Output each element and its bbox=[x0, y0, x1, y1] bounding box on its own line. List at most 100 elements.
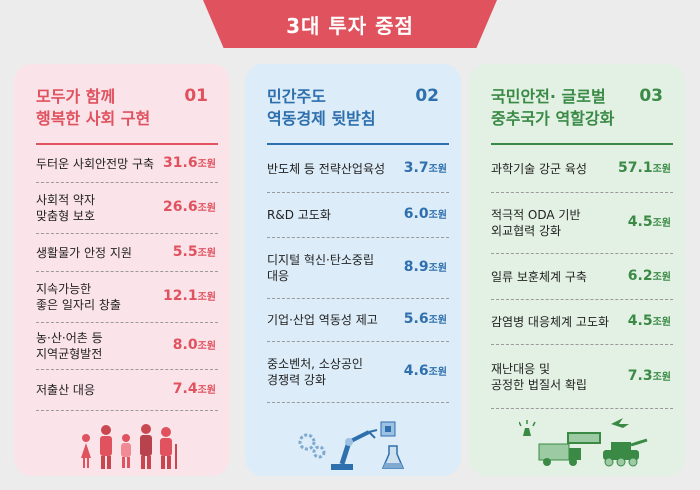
list-item: 농·산·어촌 등 지역균형발전 8.0조원 bbox=[36, 323, 218, 370]
list-item: 반도체 등 전략산업육성 3.7조원 bbox=[267, 145, 449, 193]
amount-value: 7.4 bbox=[172, 381, 198, 397]
military-vehicles-icon bbox=[519, 418, 648, 467]
amount-unit: 조원 bbox=[197, 158, 216, 170]
amount-unit: 조원 bbox=[197, 247, 216, 259]
investment-card-economy: 민간주도 역동경제 뒷받침 02 반도체 등 전략산업육성 3.7조원 R&D … bbox=[245, 64, 461, 476]
item-label: 일류 보훈체계 구축 bbox=[491, 269, 587, 284]
investment-card-social: 모두가 함께 행복한 사회 구현 01 두터운 사회안전망 구축 31.6조원 … bbox=[14, 64, 230, 476]
amount-unit: 조원 bbox=[197, 341, 216, 352]
card-title-line2: 역동경제 뒷받침 bbox=[267, 109, 376, 128]
list-item: 감염병 대응체계 고도화 4.5조원 bbox=[491, 300, 673, 345]
list-item: 디지털 혁신·탄소중립 대응 8.9조원 bbox=[267, 238, 449, 299]
amount-value: 4.6 bbox=[403, 363, 429, 379]
item-label: 디지털 혁신·탄소중립 대응 bbox=[267, 253, 374, 283]
list-item: 과학기술 강군 육성 57.1조원 bbox=[491, 145, 673, 193]
list-item: 지속가능한 좋은 일자리 창출 12.1조원 bbox=[36, 272, 218, 323]
amount-unit: 조원 bbox=[197, 385, 216, 396]
page-title: 3대 투자 중점 bbox=[203, 0, 497, 48]
amount-value: 12.1 bbox=[163, 288, 198, 304]
card-divider bbox=[36, 143, 218, 145]
amount-unit: 조원 bbox=[652, 163, 671, 175]
card-number: 03 bbox=[639, 86, 663, 106]
item-amount: 3.7조원 bbox=[404, 160, 447, 178]
item-amount: 6.2조원 bbox=[628, 268, 671, 286]
amount-value: 7.3 bbox=[627, 367, 653, 384]
list-item: 두터운 사회안전망 구축 31.6조원 bbox=[36, 145, 218, 183]
card-title: 민간주도 역동경제 뒷받침 bbox=[267, 76, 449, 130]
item-label: 과학기술 강군 육성 bbox=[491, 161, 587, 176]
amount-unit: 조원 bbox=[428, 210, 447, 221]
item-label: 반도체 등 전략산업육성 bbox=[267, 161, 386, 176]
item-amount: 6.0조원 bbox=[404, 206, 447, 224]
item-label: 적극적 ODA 기반 외교협력 강화 bbox=[491, 208, 581, 238]
card-title: 모두가 함께 행복한 사회 구현 bbox=[36, 76, 218, 130]
item-amount: 12.1조원 bbox=[163, 288, 216, 306]
amount-value: 26.6 bbox=[163, 199, 198, 215]
item-amount: 4.5조원 bbox=[628, 313, 671, 331]
amount-unit: 조원 bbox=[197, 203, 216, 214]
amount-unit: 조원 bbox=[428, 315, 447, 326]
card-number: 02 bbox=[415, 86, 439, 106]
card-title-line2: 행복한 사회 구현 bbox=[36, 109, 151, 128]
list-item: 재난대응 및 공정한 법질서 확립 7.3조원 bbox=[491, 345, 673, 409]
item-amount: 8.0조원 bbox=[173, 337, 216, 355]
amount-unit: 조원 bbox=[652, 371, 671, 383]
investment-card-security: 국민안전· 글로벌 중추국가 역할강화 03 과학기술 강군 육성 57.1조원… bbox=[469, 64, 685, 476]
card-title-line1: 국민안전· 글로벌 bbox=[491, 87, 606, 106]
robot-arm-icon bbox=[298, 421, 405, 470]
amount-value: 57.1 bbox=[618, 159, 653, 176]
list-item: 적극적 ODA 기반 외교협력 강화 4.5조원 bbox=[491, 193, 673, 254]
item-amount: 31.6조원 bbox=[163, 155, 216, 173]
item-amount: 7.3조원 bbox=[628, 368, 671, 386]
amount-value: 8.9 bbox=[403, 259, 429, 275]
item-label: 감염병 대응체계 고도화 bbox=[491, 315, 610, 329]
amount-unit: 조원 bbox=[428, 367, 447, 378]
item-amount: 4.6조원 bbox=[404, 363, 447, 381]
amount-unit: 조원 bbox=[652, 317, 671, 328]
card-number: 01 bbox=[184, 86, 208, 106]
amount-value: 6.2 bbox=[627, 267, 653, 284]
list-item: R&D 고도화 6.0조원 bbox=[267, 193, 449, 238]
amount-value: 5.5 bbox=[172, 243, 198, 260]
amount-value: 3.7 bbox=[403, 159, 429, 176]
item-label: 사회적 약자 맞춤형 보호 bbox=[36, 193, 96, 223]
item-label: R&D 고도화 bbox=[267, 208, 331, 222]
card-divider bbox=[267, 143, 449, 145]
amount-unit: 조원 bbox=[652, 218, 671, 229]
card-title: 국민안전· 글로벌 중추국가 역할강화 bbox=[491, 76, 673, 130]
amount-unit: 조원 bbox=[428, 163, 447, 175]
item-label: 생활물가 안정 지원 bbox=[36, 245, 132, 260]
amount-value: 5.6 bbox=[403, 311, 429, 327]
card-title-line1: 모두가 함께 bbox=[36, 87, 116, 106]
item-label: 재난대응 및 공정한 법질서 확립 bbox=[491, 361, 587, 392]
item-label: 농·산·어촌 등 지역균형발전 bbox=[36, 331, 103, 361]
list-item: 일류 보훈체계 구축 6.2조원 bbox=[491, 254, 673, 300]
card-title-line2: 중추국가 역할강화 bbox=[491, 109, 615, 128]
item-label: 기업·산업 역동성 제고 bbox=[267, 313, 378, 327]
list-item: 중소벤처, 소상공인 경쟁력 강화 4.6조원 bbox=[267, 342, 449, 403]
amount-value: 6.0 bbox=[403, 206, 429, 222]
item-amount: 5.5조원 bbox=[173, 244, 216, 262]
amount-unit: 조원 bbox=[197, 292, 216, 303]
amount-value: 8.0 bbox=[172, 337, 198, 353]
family-icon bbox=[81, 424, 177, 469]
list-item: 저출산 대응 7.4조원 bbox=[36, 370, 218, 411]
amount-value: 4.5 bbox=[627, 214, 653, 230]
amount-value: 4.5 bbox=[627, 313, 653, 329]
list-item: 사회적 약자 맞춤형 보호 26.6조원 bbox=[36, 183, 218, 234]
card-header: 국민안전· 글로벌 중추국가 역할강화 03 bbox=[491, 76, 673, 143]
card-header: 모두가 함께 행복한 사회 구현 01 bbox=[36, 76, 218, 143]
item-amount: 8.9조원 bbox=[404, 259, 447, 277]
item-label: 두터운 사회안전망 구축 bbox=[36, 156, 155, 171]
list-item: 생활물가 안정 지원 5.5조원 bbox=[36, 234, 218, 272]
card-title-line1: 민간주도 bbox=[267, 87, 326, 106]
item-label: 저출산 대응 bbox=[36, 383, 96, 397]
item-label: 지속가능한 좋은 일자리 창출 bbox=[36, 282, 121, 312]
amount-value: 31.6 bbox=[163, 154, 198, 171]
item-amount: 4.5조원 bbox=[628, 214, 671, 232]
amount-unit: 조원 bbox=[652, 271, 671, 283]
item-amount: 5.6조원 bbox=[404, 311, 447, 329]
card-header: 민간주도 역동경제 뒷받침 02 bbox=[267, 76, 449, 143]
amount-unit: 조원 bbox=[428, 263, 447, 274]
item-amount: 57.1조원 bbox=[618, 160, 671, 178]
